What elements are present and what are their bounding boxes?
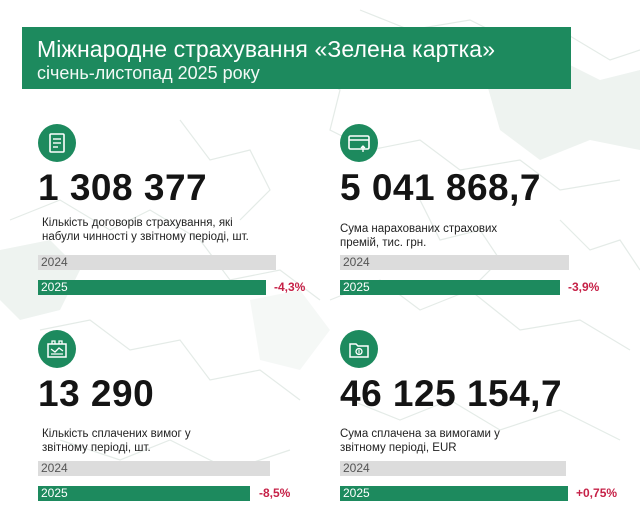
stat-description: Кількість договорів страхування, які наб… (42, 216, 249, 244)
change-percent: -4,3% (274, 280, 306, 294)
description-line: звітному періоді, шт. (42, 442, 151, 454)
stat-value: 5 041 868,7 (340, 167, 541, 208)
map-claims-icon (38, 330, 76, 368)
change-percent: +0,75% (576, 486, 618, 500)
credit-card-icon (340, 124, 378, 162)
stat-card-premiums: 5 041 868,7 Сума нарахованих страхових п… (340, 124, 630, 314)
stat-card-claims-count: 13 290 Кількість сплачених вимог у звітн… (38, 330, 328, 520)
stat-description: Сума сплачена за вимогами у звітному пер… (340, 427, 500, 455)
description-line: Сума нарахованих страхових (340, 223, 498, 235)
page-title: Міжнародне страхування «Зелена картка» (37, 36, 496, 62)
bar-2025: 2025 (340, 280, 560, 295)
money-folder-icon (340, 330, 378, 368)
change-percent: -3,9% (568, 280, 600, 294)
description-line: Кількість договорів страхування, які (42, 217, 233, 229)
title-banner: Міжнародне страхування «Зелена картка» с… (22, 27, 571, 89)
stat-value: 13 290 (38, 373, 155, 414)
description-line: звітному періоді, EUR (340, 442, 457, 454)
stat-value: 46 125 154,7 (340, 373, 563, 414)
stat-description: Сума нарахованих страхових премій, тис. … (340, 222, 497, 250)
bar-2024: 2024 (340, 255, 569, 270)
description-line: Кількість сплачених вимог у (42, 428, 191, 440)
description-line: премій, тис. грн. (340, 237, 427, 249)
bar-2024: 2024 (340, 461, 566, 476)
stat-card-contracts: 1 308 377 Кількість договорів страхуванн… (38, 124, 328, 314)
bar-2025: 2025 (340, 486, 568, 501)
change-percent: -8,5% (259, 486, 291, 500)
document-icon (38, 124, 76, 162)
stat-description: Кількість сплачених вимог у звітному пер… (42, 427, 191, 455)
bar-2024: 2024 (38, 255, 276, 270)
description-line: набули чинності у звітному періоді, шт. (42, 231, 249, 243)
bar-2024: 2024 (38, 461, 270, 476)
page-subtitle: січень-листопад 2025 року (37, 63, 260, 83)
stat-value: 1 308 377 (38, 167, 208, 208)
stat-card-claims-amount: 46 125 154,7 Сума сплачена за вимогами у… (340, 330, 630, 520)
bar-2025: 2025 (38, 280, 266, 295)
bar-2025: 2025 (38, 486, 250, 501)
description-line: Сума сплачена за вимогами у (340, 428, 500, 440)
